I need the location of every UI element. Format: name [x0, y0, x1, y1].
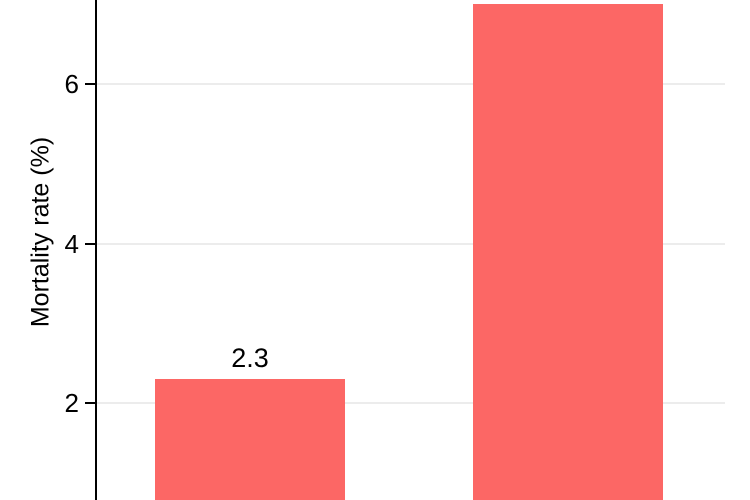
y-tick [85, 402, 95, 404]
gridline [97, 242, 725, 245]
y-tick-label: 6 [64, 69, 79, 99]
y-tick-label: 2 [64, 388, 79, 418]
gridline [97, 83, 725, 85]
gridline [97, 402, 725, 404]
bar [473, 4, 663, 500]
y-tick-label: 4 [64, 228, 79, 259]
y-tick [85, 242, 95, 245]
y-axis-line [95, 0, 97, 500]
bar-value-label: 2.3 [231, 343, 269, 374]
bar [155, 379, 345, 500]
y-tick [85, 83, 95, 85]
